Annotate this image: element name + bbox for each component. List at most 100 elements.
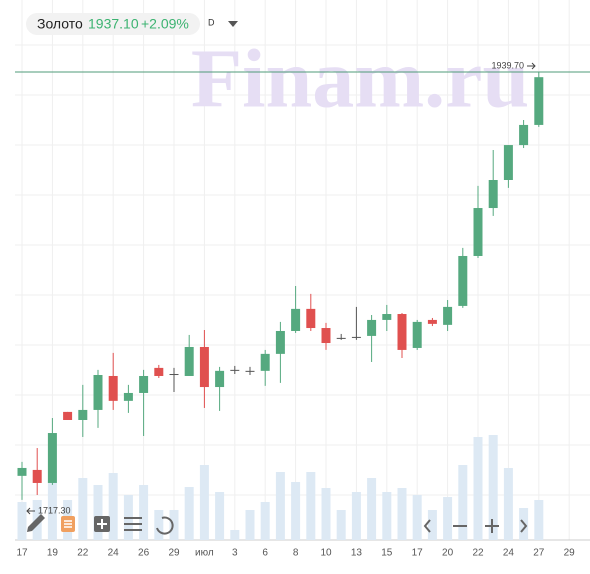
- candle-body: [78, 409, 88, 420]
- volume-bar: [367, 478, 377, 540]
- candle-body: [32, 469, 42, 483]
- candle-body: [245, 370, 255, 372]
- instrument-price: 1937.10: [88, 16, 139, 32]
- candle-body: [306, 308, 316, 329]
- volume-bar: [291, 482, 301, 540]
- zoom-in[interactable]: [485, 519, 499, 533]
- volume-bar: [93, 485, 103, 540]
- x-tick-label: 29: [168, 548, 180, 559]
- candle-body: [154, 367, 164, 376]
- volume-bar: [230, 530, 240, 540]
- volume-bar: [382, 492, 392, 540]
- x-tick-label: 26: [138, 548, 150, 559]
- candle-body: [260, 353, 270, 371]
- candle-body: [534, 77, 544, 125]
- volume-bar: [47, 480, 57, 540]
- candle-body: [473, 208, 483, 256]
- candle-body: [412, 321, 422, 348]
- list-icon: [64, 520, 72, 528]
- candle-body: [458, 255, 468, 306]
- volume-bar: [473, 437, 483, 540]
- x-tick-label: июл: [195, 548, 214, 559]
- x-tick-label: 15: [381, 548, 393, 559]
- scroll-left[interactable]: [423, 519, 431, 533]
- volume-bar: [260, 502, 270, 540]
- volume-bar: [78, 478, 88, 540]
- volume-bar: [412, 495, 422, 540]
- interval[interactable]: D: [208, 17, 215, 27]
- x-tick-label: 27: [533, 548, 545, 559]
- x-tick-label: 13: [351, 548, 363, 559]
- instrument-pill[interactable]: [26, 13, 200, 35]
- volume-bar: [245, 510, 255, 540]
- volume-bar: [17, 502, 27, 540]
- volume-bar: [351, 492, 361, 540]
- volume-bar: [184, 487, 194, 540]
- candle-body: [443, 306, 453, 325]
- candle-body: [184, 346, 194, 376]
- low-price-label: 1717.30: [38, 505, 71, 515]
- volume-bar: [169, 510, 179, 540]
- x-tick-label: 29: [564, 548, 576, 559]
- x-tick-label: 24: [108, 548, 120, 559]
- x-tick-label: 8: [293, 548, 299, 559]
- candle-body: [63, 411, 73, 420]
- candle-body: [336, 337, 346, 339]
- candle-body: [367, 319, 377, 336]
- x-tick-label: 17: [412, 548, 424, 559]
- candle-body: [427, 319, 437, 324]
- volume-bar: [427, 510, 437, 540]
- candle-body: [123, 392, 133, 401]
- x-tick-label: 6: [262, 548, 268, 559]
- volume-bar: [108, 473, 118, 540]
- candle-body: [397, 314, 407, 350]
- scroll-right[interactable]: [520, 519, 528, 533]
- volume-bar: [321, 488, 331, 540]
- candle-body: [139, 375, 149, 393]
- volume-bar: [488, 435, 498, 540]
- volume-bar: [534, 500, 544, 540]
- undo-tool[interactable]: [156, 516, 174, 535]
- x-tick-label: 10: [320, 548, 332, 559]
- volume-bar: [199, 465, 209, 540]
- candle-body: [47, 433, 57, 483]
- candle-body: [321, 328, 331, 344]
- volume-bar: [458, 465, 468, 540]
- candle-body: [488, 180, 498, 209]
- candle-body: [382, 314, 392, 320]
- volume-bar: [443, 497, 453, 540]
- toolbar: [27, 514, 528, 535]
- arrow-icon: [527, 62, 536, 70]
- volume-bar: [275, 472, 285, 540]
- add-icon: [97, 519, 107, 529]
- x-tick-label: 17: [16, 548, 28, 559]
- watermark: Finam.ru: [191, 32, 529, 125]
- draw-tool[interactable]: [27, 514, 45, 532]
- candle-body: [503, 145, 513, 180]
- x-tick-label: 22: [472, 548, 484, 559]
- volume-bar: [503, 468, 513, 540]
- candle-body: [169, 374, 179, 376]
- x-tick-label: 22: [77, 548, 89, 559]
- candle-body: [93, 375, 103, 410]
- x-tick-label: 24: [503, 548, 515, 559]
- dropdown-arrow[interactable]: [228, 21, 238, 27]
- price-line-label: 1939.70: [491, 60, 524, 70]
- volume-bar: [336, 510, 346, 540]
- candle-body: [291, 308, 301, 331]
- candle-body: [108, 375, 118, 401]
- settings-tool[interactable]: [124, 517, 142, 531]
- candle-body: [519, 124, 529, 146]
- candle-body: [230, 369, 240, 371]
- volume-bar: [306, 472, 316, 540]
- candle-body: [351, 336, 361, 338]
- volume-bar: [154, 510, 164, 540]
- x-tick-label: 20: [442, 548, 454, 559]
- instrument-change: +2.09%: [141, 16, 189, 32]
- x-tick-label: 3: [232, 548, 238, 559]
- arrow-icon: [26, 507, 35, 515]
- candle-body: [215, 370, 225, 388]
